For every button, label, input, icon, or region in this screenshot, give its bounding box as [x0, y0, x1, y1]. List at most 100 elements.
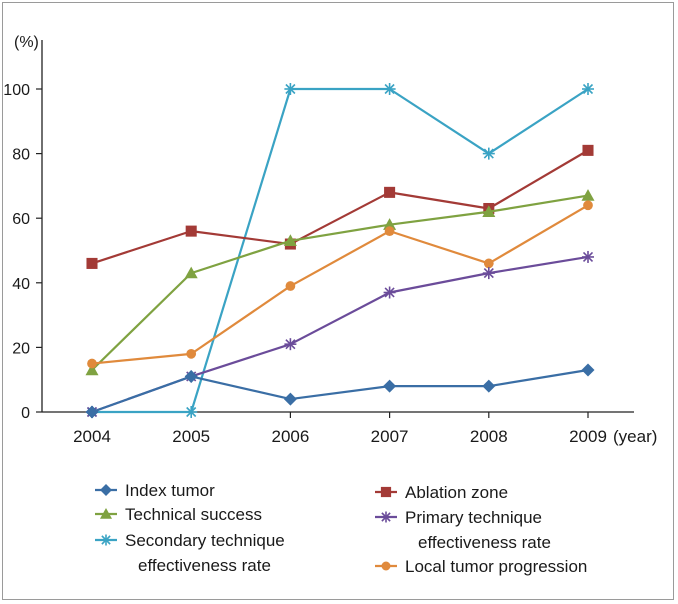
- legend-marker-index-tumor-shape: [100, 484, 112, 496]
- y-tick-label-60: 60: [12, 211, 30, 228]
- point-technical-success-2006: [283, 234, 297, 247]
- x-tick-label-2005: 2005: [172, 427, 210, 446]
- x-tick-label-2004: 2004: [73, 427, 111, 446]
- point-technical-success-2004-shape: [85, 363, 99, 376]
- legend-marker-secondary-technique-effectiveness-rate: [100, 534, 112, 546]
- point-primary-technique-effectiveness-rate-2007-stroke-d2: [384, 287, 395, 298]
- point-local-tumor-progression-2009: [583, 200, 593, 211]
- point-index-tumor-2005: [184, 369, 198, 383]
- point-ablation-zone-2009: [582, 144, 594, 156]
- point-index-tumor-2004: [85, 405, 99, 419]
- x-axis-label: (year): [613, 427, 657, 446]
- point-local-tumor-progression-2006: [285, 281, 296, 291]
- series-technical-success: [85, 189, 595, 376]
- point-technical-success-2004: [85, 363, 99, 376]
- point-technical-success-2005-shape: [184, 266, 198, 279]
- point-local-tumor-progression-2008-shape: [483, 258, 494, 269]
- point-index-tumor-2005-shape: [184, 369, 198, 383]
- legend-marker-secondary-technique-effectiveness-rate-stroke-d2: [101, 535, 111, 545]
- point-index-tumor-2008: [482, 379, 496, 393]
- legend-marker-technical-success: [100, 508, 112, 519]
- legend-label-ablation-zone: Ablation zone: [405, 483, 508, 502]
- point-secondary-technique-effectiveness-rate-2006: [284, 83, 297, 95]
- point-primary-technique-effectiveness-rate-2006: [284, 338, 297, 351]
- point-ablation-zone-2004-shape: [86, 257, 98, 269]
- point-local-tumor-progression-2005-shape: [186, 348, 197, 359]
- point-technical-success-2009: [581, 189, 595, 201]
- legend-marker-ablation-zone: [380, 486, 392, 498]
- point-local-tumor-progression-2009-shape: [583, 200, 593, 211]
- x-tick-label-2009: 2009: [569, 427, 607, 446]
- legend-label-local-tumor-progression: Local tumor progression: [405, 557, 587, 576]
- legend-label-primary-technique-effectiveness-rate: Primary technique: [405, 508, 542, 527]
- legend-marker-index-tumor: [100, 484, 112, 496]
- point-local-tumor-progression-2007-shape: [384, 226, 395, 236]
- point-primary-technique-effectiveness-rate-2008-stroke-d2: [483, 268, 494, 279]
- series-line-primary-technique-effectiveness-rate: [91, 255, 589, 414]
- legend-marker-primary-technique-effectiveness-rate: [380, 511, 392, 523]
- legend-marker-ablation-zone-shape: [380, 486, 392, 498]
- point-primary-technique-effectiveness-rate-2009: [582, 250, 594, 263]
- x-tick-label-2006: 2006: [271, 427, 309, 446]
- axes: 0 20 40 60 80 100 (%) 2004 2005 2006 2007 2008 2009 (…: [3, 34, 657, 446]
- legend-label-secondary-technique-effectiveness-rate: Secondary technique: [125, 531, 285, 550]
- point-technical-success-2008: [482, 205, 496, 217]
- point-index-tumor-2007: [383, 379, 397, 393]
- point-ablation-zone-2005: [185, 225, 197, 237]
- series-secondary-technique-effectiveness-rate: [86, 83, 594, 418]
- legend-item-index-tumor: Index tumor: [95, 481, 215, 500]
- point-technical-success-2005: [184, 266, 198, 279]
- legend-item-technical-success: Technical success: [95, 505, 262, 524]
- point-ablation-zone-2005-shape: [185, 225, 197, 237]
- point-secondary-technique-effectiveness-rate-2007: [383, 83, 396, 95]
- series-line-local-tumor-progression: [91, 204, 589, 365]
- point-local-tumor-progression-2008: [483, 258, 494, 269]
- point-technical-success-2009-shape: [581, 189, 595, 201]
- series-line-index-tumor: [91, 368, 589, 414]
- series-index-tumor: [85, 363, 595, 419]
- point-ablation-zone-2009-shape: [582, 144, 594, 156]
- point-ablation-zone-2007: [384, 186, 396, 198]
- point-local-tumor-progression-2004: [87, 358, 97, 369]
- point-primary-technique-effectiveness-rate-2008: [482, 267, 495, 280]
- point-index-tumor-2004-shape: [85, 405, 99, 419]
- y-tick-label-20: 20: [12, 340, 30, 357]
- point-secondary-technique-effectiveness-rate-2008: [482, 147, 495, 160]
- legend-label-secondary-technique-effectiveness-rate-line2: effectiveness rate: [138, 556, 271, 575]
- series-layer: [85, 83, 595, 419]
- legend-label-technical-success: Technical success: [125, 505, 262, 524]
- point-secondary-technique-effectiveness-rate-2005: [185, 406, 198, 418]
- point-primary-technique-effectiveness-rate-2009-stroke-d2: [582, 251, 594, 263]
- y-tick-label-80: 80: [12, 147, 30, 164]
- point-secondary-technique-effectiveness-rate-2006-stroke-d2: [285, 83, 296, 95]
- legend-marker-local-tumor-progression: [381, 561, 391, 571]
- legend-item-secondary-technique-effectiveness-rate: Secondary technique effectiveness rate: [95, 531, 285, 575]
- legend-item-local-tumor-progression: Local tumor progression: [375, 557, 587, 576]
- y-tick-label-40: 40: [12, 276, 30, 293]
- x-tick-label-2007: 2007: [371, 427, 409, 446]
- point-local-tumor-progression-2006-shape: [285, 281, 296, 291]
- legend-marker-primary-technique-effectiveness-rate-stroke-d2: [381, 512, 391, 522]
- y-axis-label: (%): [14, 34, 39, 51]
- point-local-tumor-progression-2005: [186, 348, 197, 359]
- point-index-tumor-2006: [283, 392, 297, 406]
- point-local-tumor-progression-2004-shape: [87, 358, 97, 369]
- legend-item-primary-technique-effectiveness-rate: Primary technique effectiveness rate: [375, 508, 551, 552]
- legend-marker-technical-success-shape: [100, 508, 112, 519]
- point-technical-success-2006-shape: [283, 234, 297, 247]
- series-line-secondary-technique-effectiveness-rate: [92, 87, 589, 414]
- point-primary-technique-effectiveness-rate-2007: [383, 286, 396, 299]
- point-ablation-zone-2007-shape: [384, 186, 396, 198]
- point-secondary-technique-effectiveness-rate-2005-stroke-d2: [186, 406, 197, 418]
- legend-label-index-tumor: Index tumor: [125, 481, 215, 500]
- point-technical-success-2008-shape: [482, 205, 496, 217]
- point-index-tumor-2007-shape: [383, 379, 397, 393]
- y-tick-label-0: 0: [21, 405, 30, 422]
- point-technical-success-2007-shape: [383, 218, 397, 230]
- point-index-tumor-2009-shape: [581, 363, 595, 377]
- point-secondary-technique-effectiveness-rate-2007-stroke-d2: [384, 83, 395, 95]
- point-secondary-technique-effectiveness-rate-2008-stroke-d2: [483, 148, 494, 159]
- point-technical-success-2007: [383, 218, 397, 230]
